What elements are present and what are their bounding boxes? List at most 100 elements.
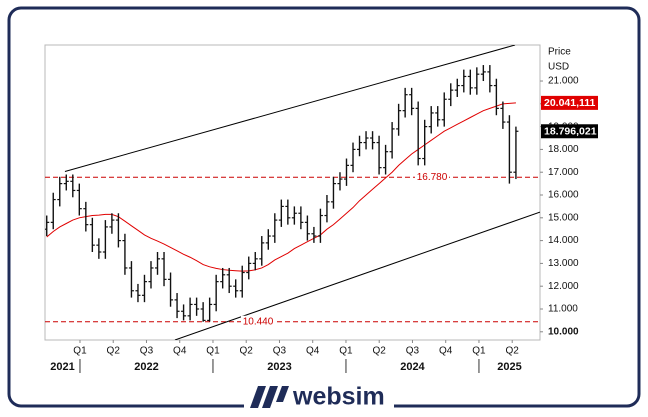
ohlc-bar: [454, 78, 460, 97]
ohlc-bar: [83, 201, 89, 232]
y-tick-label: 13.000: [548, 258, 579, 269]
x-tick-label: Q3: [406, 346, 420, 357]
year-label: 2023: [267, 361, 291, 373]
ohlc-bar: [448, 83, 454, 107]
ohlc-bar: [148, 261, 154, 289]
ohlc-bar: [155, 252, 161, 275]
ohlc-bar: [493, 78, 499, 116]
ohlc-bar: [500, 101, 506, 129]
x-tick-label: Q2: [506, 346, 520, 357]
year-label: 2022: [134, 361, 158, 373]
last-value-label: 18.796,021: [544, 126, 597, 138]
x-tick-label: Q2: [240, 346, 254, 357]
ohlc-bar: [291, 206, 297, 225]
ohlc-bar: [409, 87, 415, 116]
year-label: 2025: [497, 361, 521, 373]
x-tick-label: Q1: [73, 346, 87, 357]
ohlc-bar: [317, 208, 323, 243]
ohlc-bar: [226, 267, 232, 294]
ohlc-bar: [187, 297, 193, 321]
ohlc-bar: [285, 199, 291, 225]
y-tick-label: 14.000: [548, 235, 579, 246]
x-tick-label: Q4: [439, 346, 453, 357]
ohlc-bar: [370, 131, 376, 150]
ohlc-bar: [428, 106, 434, 134]
ohlc-bar: [376, 135, 382, 175]
y-tick-label: 17.000: [548, 167, 579, 178]
ohlc-bar: [415, 101, 421, 166]
logo-mark: [250, 386, 289, 408]
channel-line: [64, 45, 516, 172]
x-tick-label: Q1: [206, 346, 220, 357]
ohlc-bar: [330, 176, 336, 209]
channel-line: [174, 211, 540, 340]
ohlc-bar: [63, 174, 69, 191]
ohlc-bar: [89, 217, 95, 253]
reference-label: 16.780: [417, 172, 448, 183]
y-tick-label: 12.000: [548, 281, 579, 292]
ohlc-bar: [311, 226, 317, 243]
last-value-box: [541, 95, 598, 110]
brand-name: websim: [292, 383, 385, 411]
axes: 10.000 11.000 12.000 13.000 14.000 15.000 16.0…: [50, 76, 598, 373]
y-tick-label: 16.000: [548, 190, 579, 201]
ohlc-bar: [298, 206, 304, 230]
x-tick-label: Q3: [140, 346, 154, 357]
ohlc-bar: [181, 304, 187, 321]
y-axis-label: Price: [548, 47, 571, 58]
ohlc-bar: [213, 274, 219, 312]
reference-label-bg: [241, 315, 275, 328]
ohlc-bar: [50, 192, 56, 230]
ohlc-bar: [402, 87, 408, 118]
year-label: 2024: [400, 361, 425, 373]
ohlc-bar: [194, 297, 200, 316]
ohlc-bar: [343, 158, 349, 186]
y-tick-label: 21.000: [548, 76, 579, 87]
ohlc-bar: [480, 65, 486, 82]
y-tick-label: 11.000: [548, 304, 578, 315]
ohlc-bar: [200, 302, 206, 322]
y-axis-unit: USD: [548, 62, 569, 73]
ohlc-bar: [435, 106, 441, 127]
ohlc-bar: [161, 252, 167, 287]
reference-label-bg: [415, 171, 449, 184]
ohlc-bar: [304, 215, 310, 241]
x-tick-label: Q1: [472, 346, 486, 357]
ohlc-bar: [135, 283, 141, 303]
ohlc-bar: [122, 233, 128, 275]
ohlc-bar: [174, 293, 180, 319]
year-label: 2021: [50, 361, 74, 373]
ohlc-bar: [350, 142, 356, 173]
ohlc-bar: [102, 220, 108, 259]
ohlc-bar: [422, 119, 428, 166]
ohlc-bar: [168, 272, 174, 307]
ohlc-bar: [396, 103, 402, 136]
ohlc-bar: [96, 238, 102, 259]
ohlc-bar: [207, 297, 213, 322]
ohlc-bar: [467, 69, 473, 95]
reference-label: 10.440: [243, 316, 274, 327]
x-tick-label: Q4: [306, 346, 320, 357]
moving-average: [46, 102, 516, 272]
ohlc-bar: [259, 236, 265, 266]
ohlc-bar: [128, 261, 134, 298]
ohlc-bar: [57, 176, 63, 207]
ohlc-bar: [389, 122, 395, 159]
ohlc-bar: [239, 265, 245, 298]
ohlc-bar: [45, 215, 50, 237]
ohlc-bar: [272, 213, 278, 243]
ohlc-bar: [337, 172, 343, 191]
ohlc-bar: [141, 274, 147, 303]
y-tick-label: 10.000: [548, 326, 579, 337]
x-tick-label: Q2: [107, 346, 121, 357]
y-tick-label: 18.000: [548, 144, 579, 155]
ohlc-bar: [383, 144, 389, 175]
ohlc-bar: [115, 213, 121, 248]
ohlc-bar: [76, 183, 82, 216]
ohlc-bar: [461, 69, 467, 93]
ohlc-bar: [70, 174, 76, 198]
x-tick-label: Q1: [339, 346, 353, 357]
ohlc-bar: [324, 195, 330, 223]
